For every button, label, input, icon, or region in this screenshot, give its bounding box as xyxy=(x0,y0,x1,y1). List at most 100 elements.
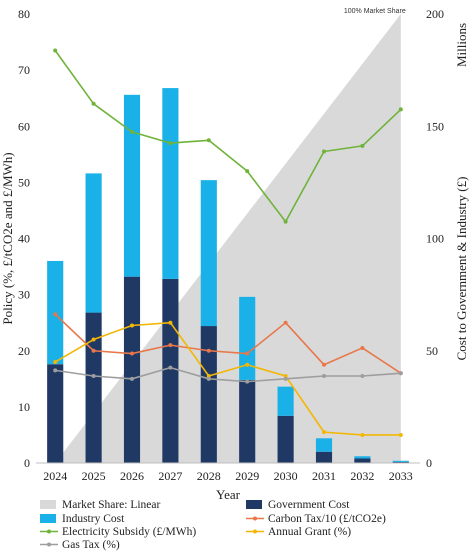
point-annual-grant xyxy=(245,362,250,367)
x-tick-label: 2025 xyxy=(82,469,106,483)
legend-label-government-cost: Government Cost xyxy=(268,499,350,511)
point-electricity-subsidy-mwh xyxy=(360,143,365,148)
x-tick-label: 2027 xyxy=(158,469,182,483)
y-left-tick-label: 0 xyxy=(24,456,30,470)
legend-swatch-industry-cost xyxy=(40,514,56,523)
legend: Market Share: Linear Government Cost Indus… xyxy=(40,499,386,551)
point-carbon-tax-10-tco2e xyxy=(168,343,173,348)
y-left-tick-label: 50 xyxy=(18,175,30,189)
point-carbon-tax-10-tco2e xyxy=(206,348,211,353)
bar-government-cost xyxy=(315,451,333,463)
series-line-carbon-tax-10-tco2e xyxy=(54,313,402,374)
point-gas-tax xyxy=(360,374,365,379)
point-carbon-tax-10-tco2e xyxy=(360,345,365,350)
x-tick-label: 2033 xyxy=(389,469,413,483)
legend-label-electricity-subsidy-mwh: Electricity Subsidy (£/MWh) xyxy=(62,526,196,538)
bar-industry-cost xyxy=(392,460,409,462)
bar-government-cost xyxy=(392,461,409,463)
legend-marker-electricity-subsidy-mwh xyxy=(47,529,51,534)
legend-marker-carbon-tax-10-tco2e xyxy=(253,516,257,521)
y-right-tick-label: 200 xyxy=(426,7,444,21)
area-layer xyxy=(55,14,401,463)
y-left-tick-label: 80 xyxy=(18,7,30,21)
series-line-gas-tax xyxy=(55,366,401,383)
point-carbon-tax-10-tco2e xyxy=(283,320,288,325)
legend-label-annual-grant: Annual Grant (%) xyxy=(268,526,351,538)
bar-government-cost xyxy=(200,326,217,463)
bar-government-cost xyxy=(85,312,102,463)
y-left-tick-label: 70 xyxy=(18,63,30,77)
y-axis-right-unit: Millions xyxy=(454,23,469,67)
y-right-tick-label: 100 xyxy=(426,232,444,246)
point-gas-tax xyxy=(130,376,134,381)
point-annual-grant xyxy=(360,432,365,437)
legend-label-industry-cost: Industry Cost xyxy=(62,513,125,525)
point-gas-tax xyxy=(168,365,173,370)
point-carbon-tax-10-tco2e xyxy=(53,312,58,317)
y-right-tick-label: 150 xyxy=(426,119,444,133)
y-axis-left-title: Policy (%, £/tCO2e and £/MWh) xyxy=(0,152,15,324)
point-annual-grant xyxy=(91,337,96,342)
y-left-tick-label: 10 xyxy=(18,400,30,414)
point-electricity-subsidy-mwh xyxy=(168,141,173,146)
bar-government-cost xyxy=(123,276,141,463)
y-axis-right-title: Cost to Government & Industry (£) xyxy=(454,177,469,361)
legend-marker-annual-grant xyxy=(253,529,257,534)
series-line-electricity-subsidy-mwh xyxy=(54,50,402,223)
y-left-tick-label: 20 xyxy=(18,344,30,358)
series-line-annual-grant xyxy=(54,321,401,436)
x-tick-label: 2026 xyxy=(120,469,144,483)
point-annual-grant xyxy=(322,430,326,435)
bar-industry-cost xyxy=(85,173,102,313)
bar-government-cost xyxy=(239,379,256,463)
bar-government-cost xyxy=(354,458,371,463)
x-tick-label: 2032 xyxy=(350,469,374,483)
point-annual-grant xyxy=(283,374,288,379)
lines-layer xyxy=(53,48,403,437)
point-gas-tax xyxy=(91,374,96,379)
point-gas-tax xyxy=(206,376,211,381)
point-carbon-tax-10-tco2e xyxy=(322,362,326,367)
point-gas-tax xyxy=(53,368,58,373)
point-electricity-subsidy-mwh xyxy=(322,149,326,154)
point-gas-tax xyxy=(322,374,326,379)
point-carbon-tax-10-tco2e xyxy=(245,351,250,356)
y-left-tick-label: 60 xyxy=(18,119,30,133)
bar-industry-cost xyxy=(315,438,333,452)
market-share-annotation: 100% Market Share xyxy=(344,8,406,15)
bar-government-cost xyxy=(47,364,64,463)
point-electricity-subsidy-mwh xyxy=(245,169,250,174)
bar-government-cost xyxy=(162,278,179,463)
x-axis-title: Year xyxy=(216,487,241,502)
point-electricity-subsidy-mwh xyxy=(130,129,134,134)
legend-swatch-government-cost xyxy=(246,500,262,509)
legend-label-carbon-tax-10-tco2e: Carbon Tax/10 (£/tCO2e) xyxy=(268,513,386,525)
x-tick-label: 2024 xyxy=(43,469,67,483)
point-carbon-tax-10-tco2e xyxy=(91,348,96,353)
point-annual-grant xyxy=(398,432,403,437)
point-gas-tax xyxy=(283,376,288,381)
legend-swatch-market-share-linear xyxy=(40,500,56,509)
bar-industry-cost xyxy=(239,296,256,380)
x-tick-label: 2031 xyxy=(312,469,336,483)
y-right-tick-label: 0 xyxy=(426,456,432,470)
point-electricity-subsidy-mwh xyxy=(398,107,403,112)
legend-label-market-share-linear: Market Share: Linear xyxy=(62,499,161,511)
point-annual-grant xyxy=(206,374,211,379)
point-electricity-subsidy-mwh xyxy=(206,138,211,143)
legend-label-gas-tax: Gas Tax (%) xyxy=(62,539,120,551)
legend-marker-gas-tax xyxy=(47,542,51,547)
market-share-area xyxy=(55,14,401,463)
bar-industry-cost xyxy=(200,180,217,327)
y-left-tick-label: 30 xyxy=(18,288,30,302)
point-gas-tax xyxy=(245,379,250,384)
point-annual-grant xyxy=(168,320,173,325)
y-right-tick-label: 50 xyxy=(426,344,438,358)
bars-layer xyxy=(47,88,409,463)
point-electricity-subsidy-mwh xyxy=(91,101,96,106)
point-annual-grant xyxy=(130,323,134,328)
point-carbon-tax-10-tco2e xyxy=(130,351,134,356)
x-tick-label: 2029 xyxy=(235,469,259,483)
